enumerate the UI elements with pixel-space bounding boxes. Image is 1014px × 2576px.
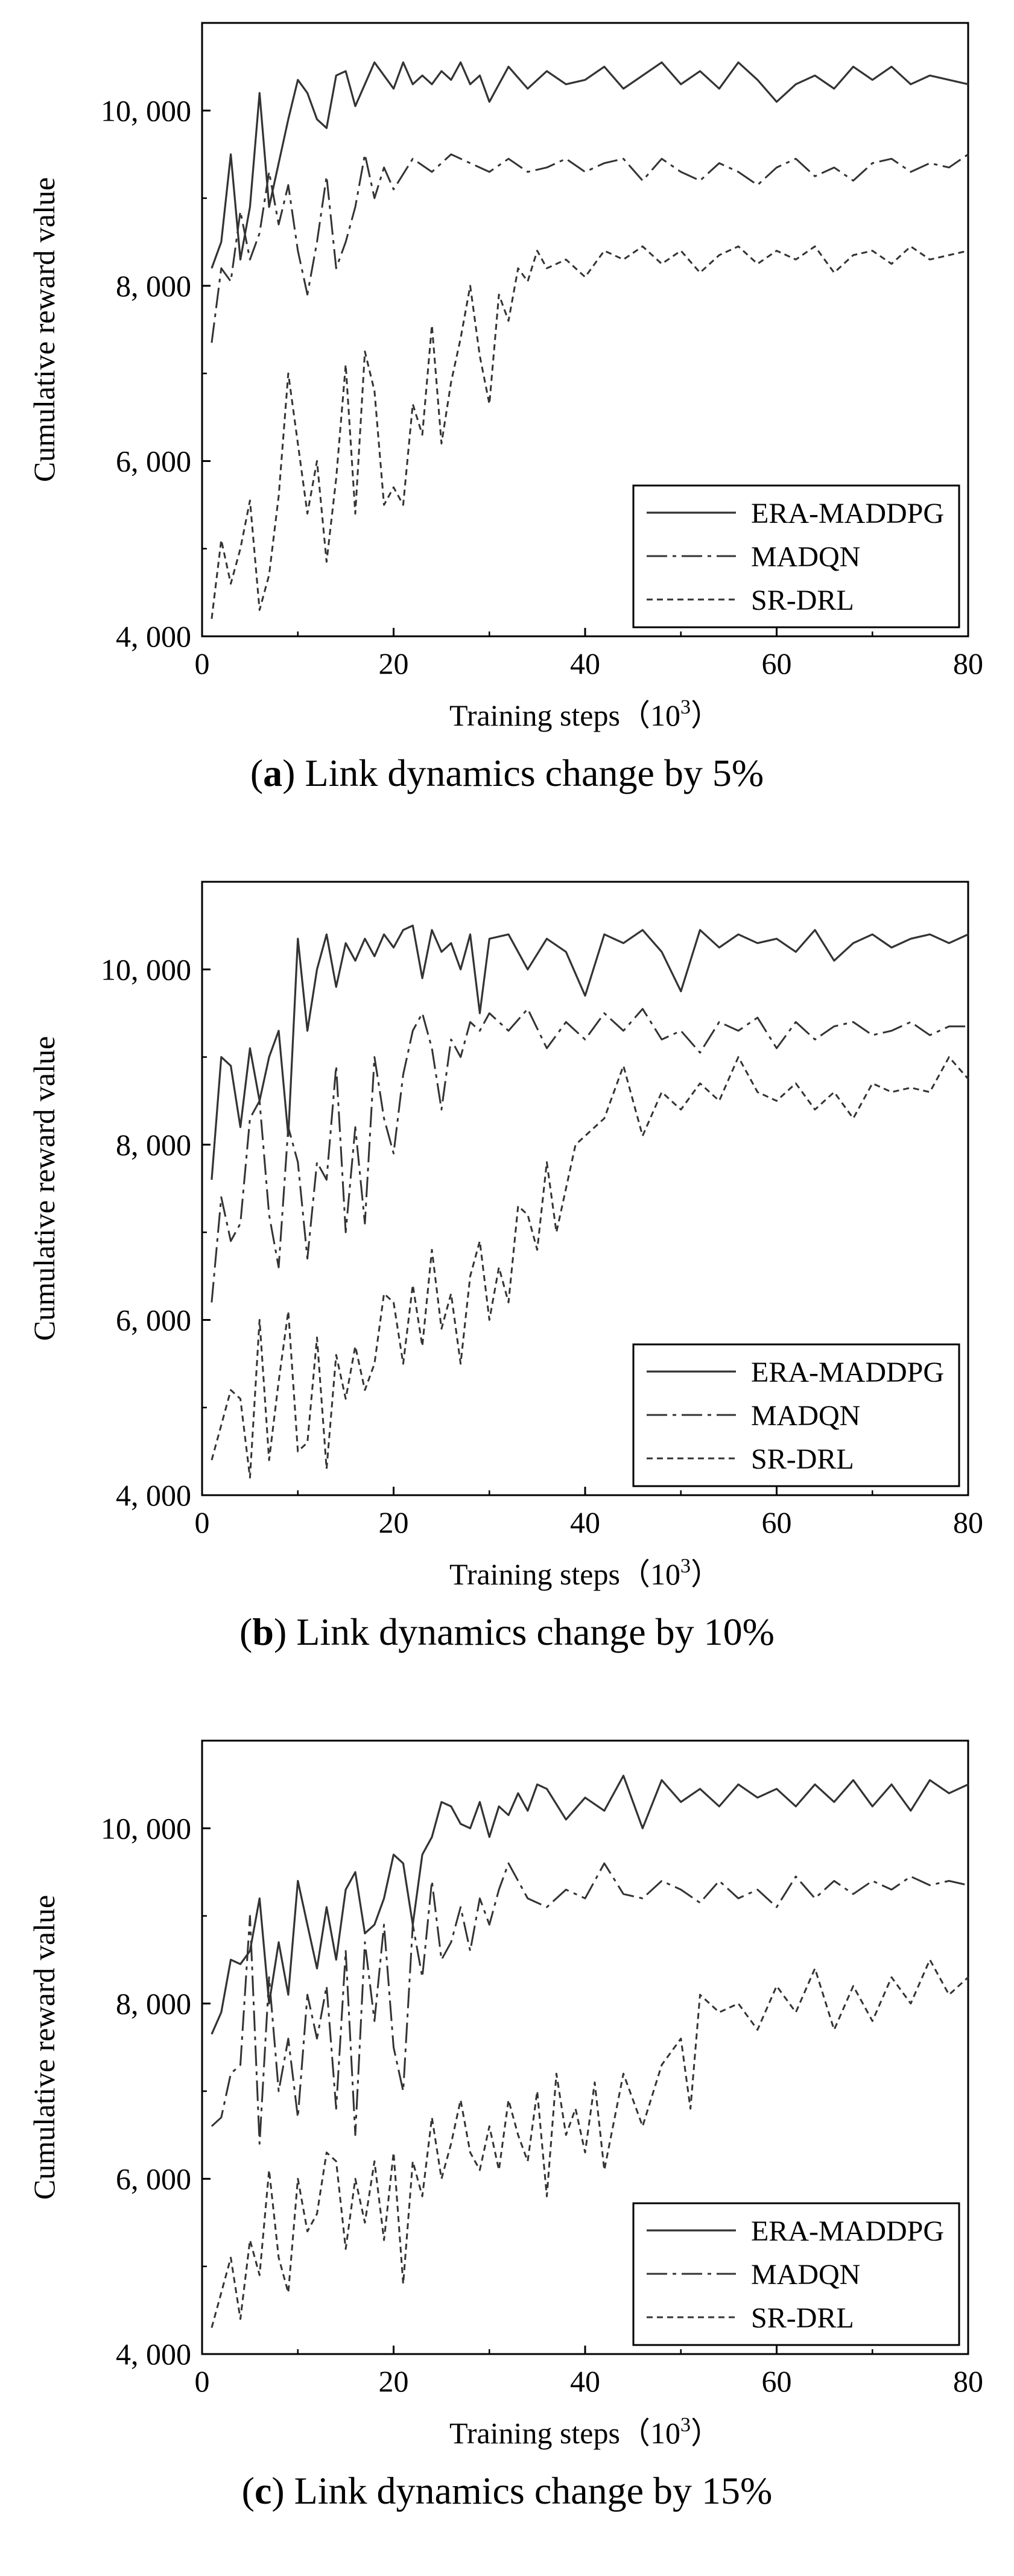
caption-letter-c: c (254, 2469, 272, 2512)
x-axis-label-text: Training steps (449, 1557, 620, 1591)
caption-c: (c) Link dynamics change by 15% (241, 2469, 773, 2512)
x-axis-label-unit: （10 (620, 2416, 680, 2450)
x-axis-label-text: Training steps (449, 2416, 620, 2450)
y-tick-label: 10, 000 (101, 93, 191, 127)
caption-b: (b) Link dynamics change by 10% (239, 1610, 775, 1653)
x-axis-label: Training steps（103） (449, 1555, 721, 1591)
x-axis-label-exp: 3 (680, 1555, 691, 1577)
series-line-sr-drl (211, 245, 969, 619)
y-axis-label: Cumulative reward value (27, 1036, 61, 1341)
caption-letter-a: a (263, 752, 283, 794)
caption-a: (a) Link dynamics change by 5% (250, 752, 764, 794)
y-axis-label: Cumulative reward value (27, 177, 61, 482)
legend-label-sr-drl: SR-DRL (751, 584, 854, 616)
x-tick-label: 0 (195, 1505, 210, 1539)
chart-svg-a: 0 20 40 60 80 4, 000 6, 000 8, 000 10, 000 Cumula… (27, 22, 983, 732)
x-axis-label-unit: （10 (620, 698, 680, 732)
legend-label-madqn: MADQN (751, 2259, 860, 2291)
chart-svg-b: 0 20 40 60 80 4, 000 6, 000 8, 000 10, 000 Cumula… (27, 881, 983, 1591)
x-tick-label: 40 (570, 2364, 600, 2398)
caption-text-a: Link dynamics change by 5% (305, 752, 764, 794)
x-axis-label-close: ） (691, 2416, 721, 2450)
legend-label-sr-drl: SR-DRL (751, 2302, 854, 2334)
series-line-madqn (211, 153, 969, 343)
y-tick-label: 4, 000 (116, 619, 191, 653)
x-tick-label: 80 (953, 647, 983, 680)
y-tick-label: 4, 000 (116, 2337, 191, 2371)
chart-panel-a: 0 20 40 60 80 4, 000 6, 000 8, 000 10, 000 Cumula… (0, 0, 1014, 858)
x-axis-label-close: ） (691, 698, 721, 732)
y-axis-label: Cumulative reward value (27, 1895, 61, 2200)
legend: ERA-MADDPG MADQN SR-DRL (632, 1343, 960, 1487)
caption-text-c: Link dynamics change by 15% (294, 2469, 773, 2512)
y-tick-label: 6, 000 (116, 1303, 191, 1337)
legend-label-era-maddpg: ERA-MADDPG (751, 1356, 944, 1388)
x-tick-label: 40 (570, 647, 600, 680)
series-line-sr-drl (211, 1958, 969, 2328)
legend-label-madqn: MADQN (751, 541, 860, 573)
series-line-era-maddpg (211, 61, 969, 269)
y-tick-label: 10, 000 (101, 952, 191, 986)
x-axis-label-text: Training steps (449, 698, 620, 732)
x-tick-label: 0 (195, 647, 210, 680)
y-tick-label: 6, 000 (116, 2162, 191, 2195)
legend-label-madqn: MADQN (751, 1400, 860, 1432)
y-tick-label: 8, 000 (116, 269, 191, 303)
chart-panel-c: 0 20 40 60 80 4, 000 6, 000 8, 000 10, 000 Cumula… (0, 1718, 1014, 2576)
x-tick-label: 20 (379, 647, 409, 680)
caption-letter-b: b (252, 1610, 274, 1653)
x-tick-label: 0 (195, 2364, 210, 2398)
series-line-sr-drl (211, 1056, 969, 1479)
series-line-madqn (211, 1862, 969, 2145)
y-tick-label: 4, 000 (116, 1478, 191, 1512)
x-tick-label: 20 (379, 1505, 409, 1539)
chart-svg-c: 0 20 40 60 80 4, 000 6, 000 8, 000 10, 000 Cumula… (27, 1739, 983, 2450)
x-axis-label: Training steps（103） (449, 696, 721, 732)
y-tick-label: 8, 000 (116, 1987, 191, 2021)
series-line-era-maddpg (211, 924, 969, 1180)
y-tick-label: 8, 000 (116, 1128, 191, 1162)
x-tick-label: 40 (570, 1505, 600, 1539)
legend: ERA-MADDPG MADQN SR-DRL (632, 484, 960, 628)
x-tick-label: 60 (762, 2364, 792, 2398)
x-tick-label: 80 (953, 1505, 983, 1539)
series-line-era-maddpg (211, 1774, 969, 2035)
legend: ERA-MADDPG MADQN SR-DRL (632, 2202, 960, 2346)
x-axis-label-unit: （10 (620, 1557, 680, 1591)
x-axis-label-exp: 3 (680, 696, 691, 718)
series-line-madqn (211, 1008, 968, 1303)
legend-label-era-maddpg: ERA-MADDPG (751, 2215, 944, 2247)
x-tick-label: 20 (379, 2364, 409, 2398)
x-axis-label-close: ） (691, 1557, 721, 1591)
caption-text-b: Link dynamics change by 10% (296, 1610, 775, 1653)
legend-label-era-maddpg: ERA-MADDPG (751, 498, 944, 530)
x-axis-label-exp: 3 (680, 2414, 691, 2436)
legend-label-sr-drl: SR-DRL (751, 1443, 854, 1475)
x-tick-label: 60 (762, 647, 792, 680)
legend-box (632, 484, 960, 628)
chart-panel-b: 0 20 40 60 80 4, 000 6, 000 8, 000 10, 000 Cumula… (0, 859, 1014, 1717)
x-tick-label: 60 (762, 1505, 792, 1539)
y-tick-label: 6, 000 (116, 444, 191, 478)
x-axis-label: Training steps（103） (449, 2414, 721, 2450)
y-tick-label: 10, 000 (101, 1811, 191, 1845)
x-tick-label: 80 (953, 2364, 983, 2398)
